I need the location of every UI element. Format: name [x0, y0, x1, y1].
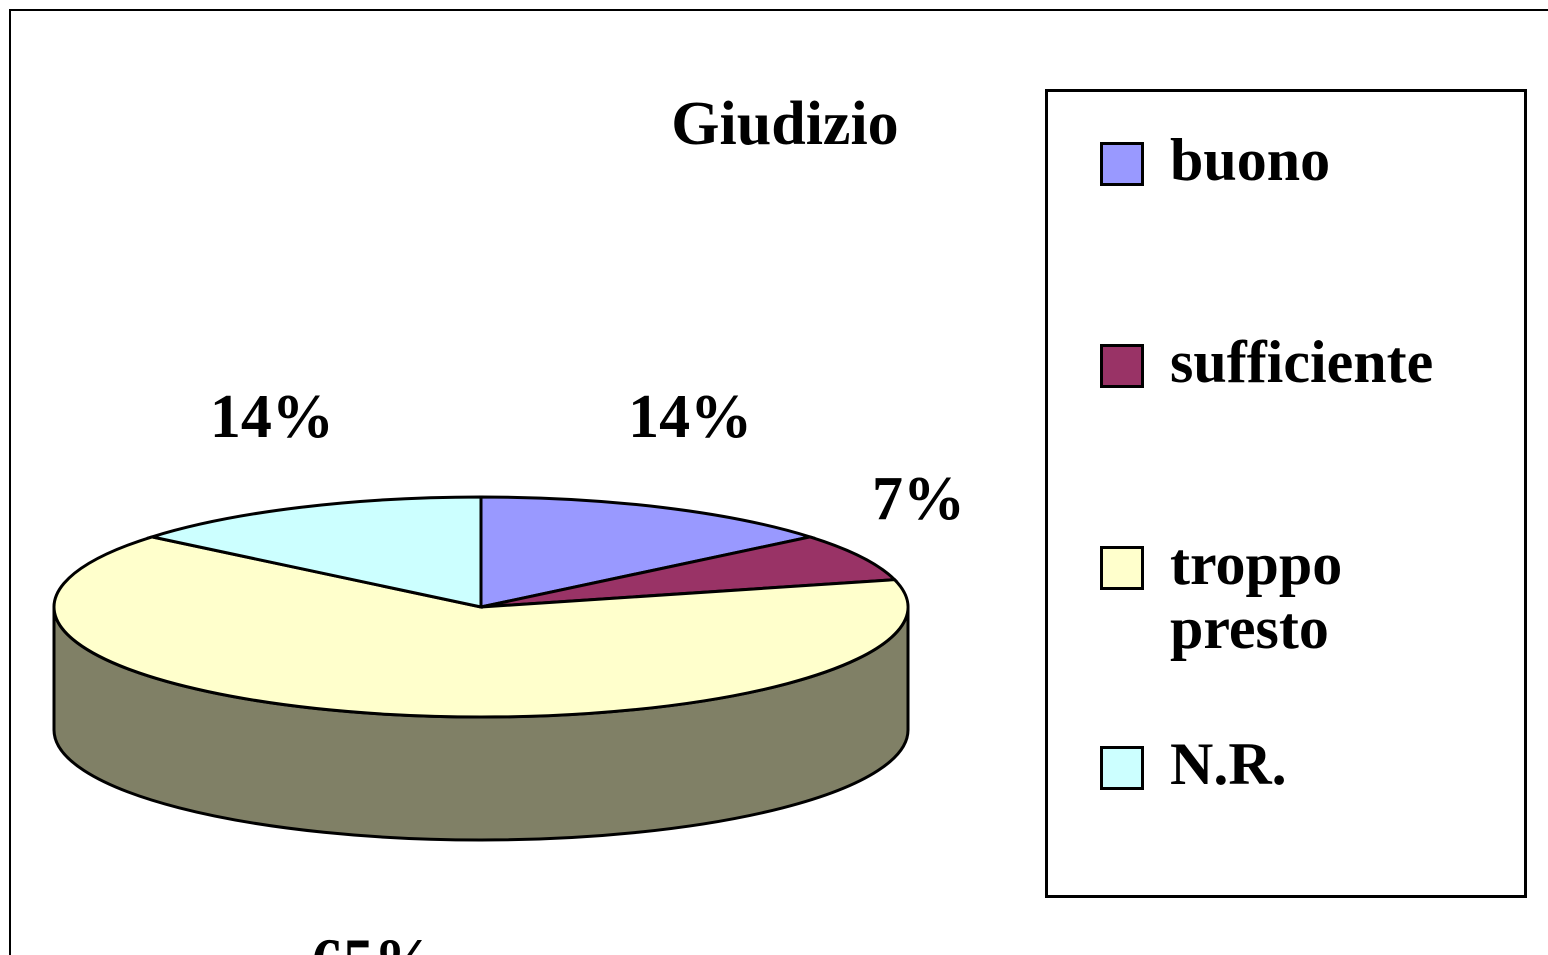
legend-item: troppo presto [1100, 532, 1500, 660]
data-label: 65% [312, 927, 436, 955]
legend-swatch [1100, 546, 1144, 590]
slice [52, 535, 910, 719]
legend-label: buono [1170, 127, 1331, 193]
legend-item: N.R. [1100, 732, 1500, 796]
data-label: 14% [210, 383, 334, 451]
chart-frame [9, 9, 1548, 955]
chart-title: Giudizio [671, 90, 898, 158]
slice [480, 535, 898, 609]
data-label: 14% [628, 383, 752, 451]
legend-item: buono [1100, 128, 1500, 192]
data-label: 7% [872, 465, 965, 533]
legend-swatch [1100, 344, 1144, 388]
slice [146, 495, 483, 609]
legend-label: N.R. [1170, 731, 1287, 797]
legend: buono sufficiente troppo presto N.R. [1045, 89, 1527, 898]
legend-label: troppo presto [1170, 531, 1343, 661]
legend-item: sufficiente [1100, 330, 1500, 394]
legend-swatch [1100, 746, 1144, 790]
slice [479, 495, 816, 609]
legend-label: sufficiente [1170, 329, 1434, 395]
legend-swatch [1100, 142, 1144, 186]
